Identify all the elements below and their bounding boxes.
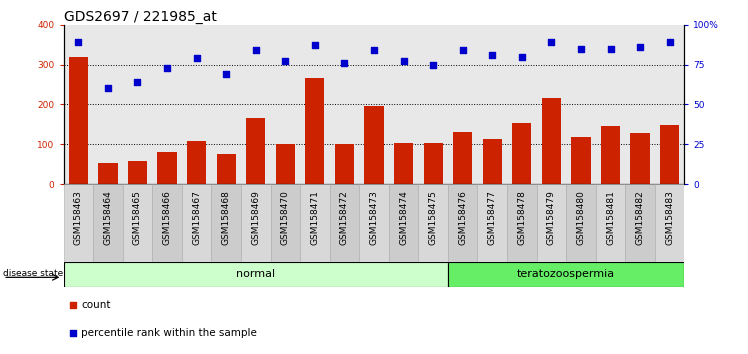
Bar xyxy=(187,141,206,184)
Text: GSM158472: GSM158472 xyxy=(340,190,349,245)
Text: count: count xyxy=(81,299,111,310)
Point xyxy=(634,44,646,50)
Point xyxy=(309,42,321,48)
Point xyxy=(575,46,587,51)
Bar xyxy=(276,144,295,184)
Text: normal: normal xyxy=(236,269,275,279)
Text: GSM158483: GSM158483 xyxy=(665,190,674,245)
Bar xyxy=(128,161,147,184)
Bar xyxy=(482,139,502,184)
Text: GSM158473: GSM158473 xyxy=(370,190,378,245)
Bar xyxy=(359,184,389,262)
Text: GSM158475: GSM158475 xyxy=(429,190,438,245)
Bar xyxy=(448,262,684,287)
Bar xyxy=(631,133,650,184)
Bar xyxy=(654,184,684,262)
Text: GSM158463: GSM158463 xyxy=(74,190,83,245)
Point xyxy=(368,47,380,53)
Bar xyxy=(246,118,266,184)
Bar xyxy=(94,184,123,262)
Bar xyxy=(625,184,654,262)
Point xyxy=(457,47,469,53)
Bar xyxy=(305,78,325,184)
Bar xyxy=(542,98,561,184)
Point xyxy=(604,46,616,51)
Bar xyxy=(660,125,679,184)
Text: GSM158469: GSM158469 xyxy=(251,190,260,245)
Bar xyxy=(418,184,448,262)
Text: GSM158468: GSM158468 xyxy=(221,190,230,245)
Bar xyxy=(157,152,177,184)
Bar xyxy=(335,144,354,184)
Point xyxy=(220,71,232,77)
Point xyxy=(67,330,79,336)
Bar xyxy=(595,184,625,262)
Text: GSM158467: GSM158467 xyxy=(192,190,201,245)
Bar xyxy=(477,184,507,262)
Point xyxy=(398,58,410,64)
Text: GSM158470: GSM158470 xyxy=(280,190,289,245)
Text: GSM158466: GSM158466 xyxy=(162,190,171,245)
Bar xyxy=(448,184,477,262)
Bar xyxy=(507,184,536,262)
Bar xyxy=(571,137,591,184)
Bar xyxy=(512,123,531,184)
Text: GSM158471: GSM158471 xyxy=(310,190,319,245)
Bar xyxy=(566,184,595,262)
Bar xyxy=(69,57,88,184)
Bar xyxy=(153,184,182,262)
Point xyxy=(516,54,528,59)
Bar xyxy=(300,184,330,262)
Point xyxy=(73,39,85,45)
Text: GSM158474: GSM158474 xyxy=(399,190,408,245)
Point xyxy=(663,39,675,45)
Point xyxy=(279,58,291,64)
Text: teratozoospermia: teratozoospermia xyxy=(517,269,615,279)
Bar xyxy=(364,107,384,184)
Point xyxy=(102,86,114,91)
Point xyxy=(191,55,203,61)
Text: GDS2697 / 221985_at: GDS2697 / 221985_at xyxy=(64,10,216,24)
Point xyxy=(161,65,173,70)
Text: GSM158464: GSM158464 xyxy=(103,190,112,245)
Point xyxy=(132,79,144,85)
Text: GSM158481: GSM158481 xyxy=(606,190,615,245)
Text: GSM158482: GSM158482 xyxy=(636,190,645,245)
Text: GSM158476: GSM158476 xyxy=(459,190,468,245)
Bar xyxy=(212,184,241,262)
Bar xyxy=(394,143,413,184)
Point xyxy=(545,39,557,45)
Text: GSM158480: GSM158480 xyxy=(577,190,586,245)
Bar xyxy=(217,154,236,184)
Text: GSM158477: GSM158477 xyxy=(488,190,497,245)
Bar xyxy=(423,143,443,184)
Bar xyxy=(536,184,566,262)
Bar xyxy=(182,184,212,262)
Point xyxy=(486,52,498,58)
Bar xyxy=(271,184,300,262)
Bar xyxy=(123,184,153,262)
Text: GSM158478: GSM158478 xyxy=(518,190,527,245)
Bar xyxy=(98,164,117,184)
Bar xyxy=(330,184,359,262)
Bar xyxy=(601,126,620,184)
Text: percentile rank within the sample: percentile rank within the sample xyxy=(81,327,257,338)
Point xyxy=(427,62,439,67)
Text: GSM158479: GSM158479 xyxy=(547,190,556,245)
Point xyxy=(338,60,350,66)
Bar xyxy=(389,184,418,262)
Bar xyxy=(64,184,94,262)
Text: GSM158465: GSM158465 xyxy=(133,190,142,245)
Bar xyxy=(241,184,271,262)
Point xyxy=(67,302,79,307)
Bar xyxy=(64,262,448,287)
Bar xyxy=(453,132,472,184)
Text: disease state: disease state xyxy=(3,269,64,278)
Point xyxy=(250,47,262,53)
